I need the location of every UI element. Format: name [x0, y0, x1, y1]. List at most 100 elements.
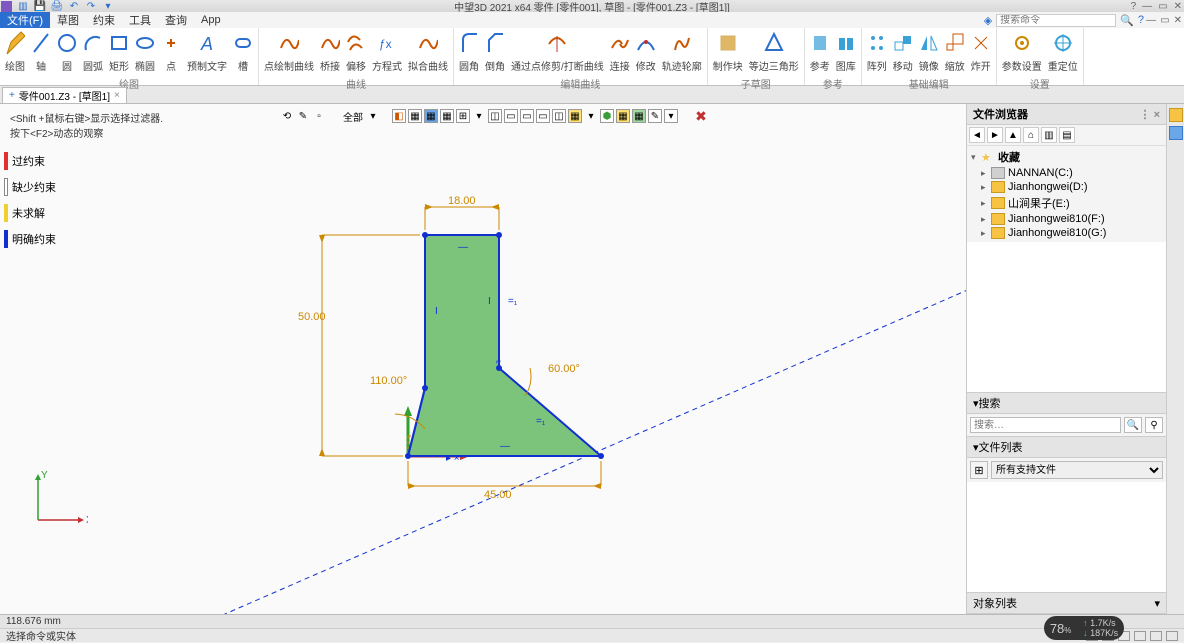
ribbon-轨迹轮廓[interactable]: 轨迹轮廓	[659, 28, 705, 75]
vtb-btn[interactable]: ▦	[632, 109, 646, 123]
ftb-btn[interactable]: ▤	[1059, 127, 1075, 143]
menu-query[interactable]: 查询	[158, 12, 194, 28]
tree-drive[interactable]: ▸Jianhongwei810(F:)	[971, 212, 1162, 226]
vtb-btn[interactable]: ▦	[424, 109, 438, 123]
ribbon-方程式[interactable]: ƒx方程式	[369, 28, 405, 75]
ribbon-参数设置[interactable]: 参数设置	[999, 28, 1045, 75]
ftb-back-icon[interactable]: ◄	[969, 127, 985, 143]
expand-icon[interactable]: ▾	[971, 152, 981, 163]
vtb-btn[interactable]: ▦	[440, 109, 454, 123]
tree-drive[interactable]: ▸NANNAN(C:)	[971, 166, 1162, 180]
menu-constraint[interactable]: 约束	[86, 12, 122, 28]
sb-icon[interactable]	[1134, 631, 1146, 641]
expand-icon[interactable]: ▸	[981, 228, 991, 239]
strip-icon[interactable]	[1169, 126, 1183, 140]
ribbon-圆弧[interactable]: 圆弧	[80, 28, 106, 75]
inner-max-icon[interactable]: ▭	[1160, 15, 1169, 26]
inner-close-icon[interactable]: ✕	[1174, 15, 1182, 26]
filter-mode-icon[interactable]: ⊞	[970, 461, 988, 479]
ribbon-重定位[interactable]: 重定位	[1045, 28, 1081, 75]
ftb-fwd-icon[interactable]: ►	[987, 127, 1003, 143]
vtb-btn[interactable]: ▭	[520, 109, 534, 123]
menu-sketch[interactable]: 草图	[50, 12, 86, 28]
expand-icon[interactable]: ▸	[981, 214, 991, 225]
qat-redo-icon[interactable]: ↷	[84, 1, 98, 12]
ribbon-等边三角形[interactable]: 等边三角形	[746, 28, 802, 75]
vtb-btn[interactable]: ◧	[392, 109, 406, 123]
vtb-btn[interactable]: ▦	[408, 109, 422, 123]
ribbon-预制文字[interactable]: A预制文字	[184, 28, 230, 75]
qat-save-icon[interactable]: 💾	[33, 1, 47, 12]
menu-tools[interactable]: 工具	[122, 12, 158, 28]
ribbon-图库[interactable]: 图库	[833, 28, 859, 75]
dim-angle-right[interactable]: 60.00°	[525, 363, 580, 396]
search-go-icon[interactable]: 🔍	[1124, 417, 1142, 433]
qat-undo-icon[interactable]: ↶	[67, 1, 81, 12]
panel-menu-icon[interactable]: ⋮ ×	[1140, 108, 1160, 121]
expand-icon[interactable]: ▸	[981, 198, 991, 209]
diamond-icon[interactable]: ◈	[984, 14, 992, 27]
ribbon-圆角[interactable]: 圆角	[456, 28, 482, 75]
ribbon-点绘制曲线[interactable]: 点绘制曲线	[261, 28, 317, 75]
vtb-btn[interactable]: ▾	[664, 109, 678, 123]
vtb-btn[interactable]: ▦	[568, 109, 582, 123]
sketch-profile[interactable]	[408, 235, 601, 456]
ribbon-镜像[interactable]: 镜像	[916, 28, 942, 75]
network-speed-widget[interactable]: 78% ↑ 1.7K/s↓ 187K/s	[1044, 616, 1124, 640]
dim-left[interactable]: 50.00	[298, 235, 420, 456]
ribbon-桥接[interactable]: 桥接	[317, 28, 343, 75]
search-icon[interactable]: 🔍	[1120, 14, 1134, 27]
menu-file[interactable]: 文件(F)	[0, 12, 50, 28]
ribbon-缩放[interactable]: 缩放	[942, 28, 968, 75]
ribbon-轴[interactable]: 轴	[28, 28, 54, 75]
vtb-btn[interactable]: ✎	[296, 109, 310, 123]
qat-dropdown-icon[interactable]: ▾	[101, 1, 115, 12]
ribbon-参考[interactable]: 参考	[807, 28, 833, 75]
vtb-btn[interactable]: ▾	[472, 109, 486, 123]
ribbon-偏移[interactable]: 偏移	[343, 28, 369, 75]
inner-min-icon[interactable]: —	[1146, 15, 1156, 26]
search-header[interactable]: ▾搜索	[967, 392, 1166, 414]
tree-drive[interactable]: ▸Jianhongwei810(G:)	[971, 226, 1162, 240]
dim-bottom[interactable]: 45.00	[408, 461, 601, 501]
ribbon-绘图[interactable]: 绘图	[2, 28, 28, 75]
file-browser-header[interactable]: 文件浏览器 ⋮ ×	[967, 104, 1166, 125]
qat-new-icon[interactable]: ▥	[16, 1, 30, 12]
ribbon-连接[interactable]: 连接	[607, 28, 633, 75]
menu-app[interactable]: App	[194, 14, 228, 26]
sketch-canvas[interactable]: 过约束缺少约束未求解明确约束 I I =₁ =	[0, 104, 966, 614]
ftb-btn[interactable]: ▥	[1041, 127, 1057, 143]
vtb-btn[interactable]: ◫	[488, 109, 502, 123]
strip-icon[interactable]	[1169, 108, 1183, 122]
tree-drive[interactable]: ▸山涧果子(E:)	[971, 194, 1162, 212]
close-icon[interactable]: ✕	[1174, 1, 1182, 12]
ribbon-矩形[interactable]: 矩形	[106, 28, 132, 75]
ribbon-制作块[interactable]: 制作块	[710, 28, 746, 75]
expand-icon[interactable]: ▸	[981, 182, 991, 193]
command-search-input[interactable]	[996, 14, 1116, 27]
ribbon-炸开[interactable]: 炸开	[968, 28, 994, 75]
ftb-up-icon[interactable]: ▲	[1005, 127, 1021, 143]
ribbon-倒角[interactable]: 倒角	[482, 28, 508, 75]
expand-icon[interactable]: ▸	[981, 168, 991, 179]
vtb-btn[interactable]: ▫	[312, 109, 326, 123]
ribbon-点[interactable]: 点	[158, 28, 184, 75]
objlist-header[interactable]: 对象列表 ▾	[967, 592, 1166, 614]
help2-icon[interactable]: ?	[1138, 14, 1144, 26]
tree-drive[interactable]: ▸Jianhongwei(D:)	[971, 180, 1162, 194]
dim-angle-left[interactable]: 110.00°	[370, 375, 425, 429]
file-search-input[interactable]	[970, 417, 1121, 433]
vtb-btn[interactable]: ⬢	[600, 109, 614, 123]
vtb-dd-icon[interactable]: ▾	[366, 109, 380, 123]
vtb-btn[interactable]: ⊞	[456, 109, 470, 123]
vtb-btn[interactable]: ◫	[552, 109, 566, 123]
vtb-exit-icon[interactable]: ✖	[694, 109, 708, 123]
vtb-btn[interactable]: ▦	[616, 109, 630, 123]
sb-icon[interactable]	[1150, 631, 1162, 641]
tree-favorites[interactable]: ▾ ★ 收藏	[971, 148, 1162, 166]
ribbon-修改[interactable]: 修改	[633, 28, 659, 75]
filelist-header[interactable]: ▾文件列表	[967, 436, 1166, 458]
help-icon[interactable]: ?	[1131, 1, 1137, 12]
maximize-icon[interactable]: ▭	[1158, 1, 1167, 12]
vtb-btn[interactable]: ✎	[648, 109, 662, 123]
